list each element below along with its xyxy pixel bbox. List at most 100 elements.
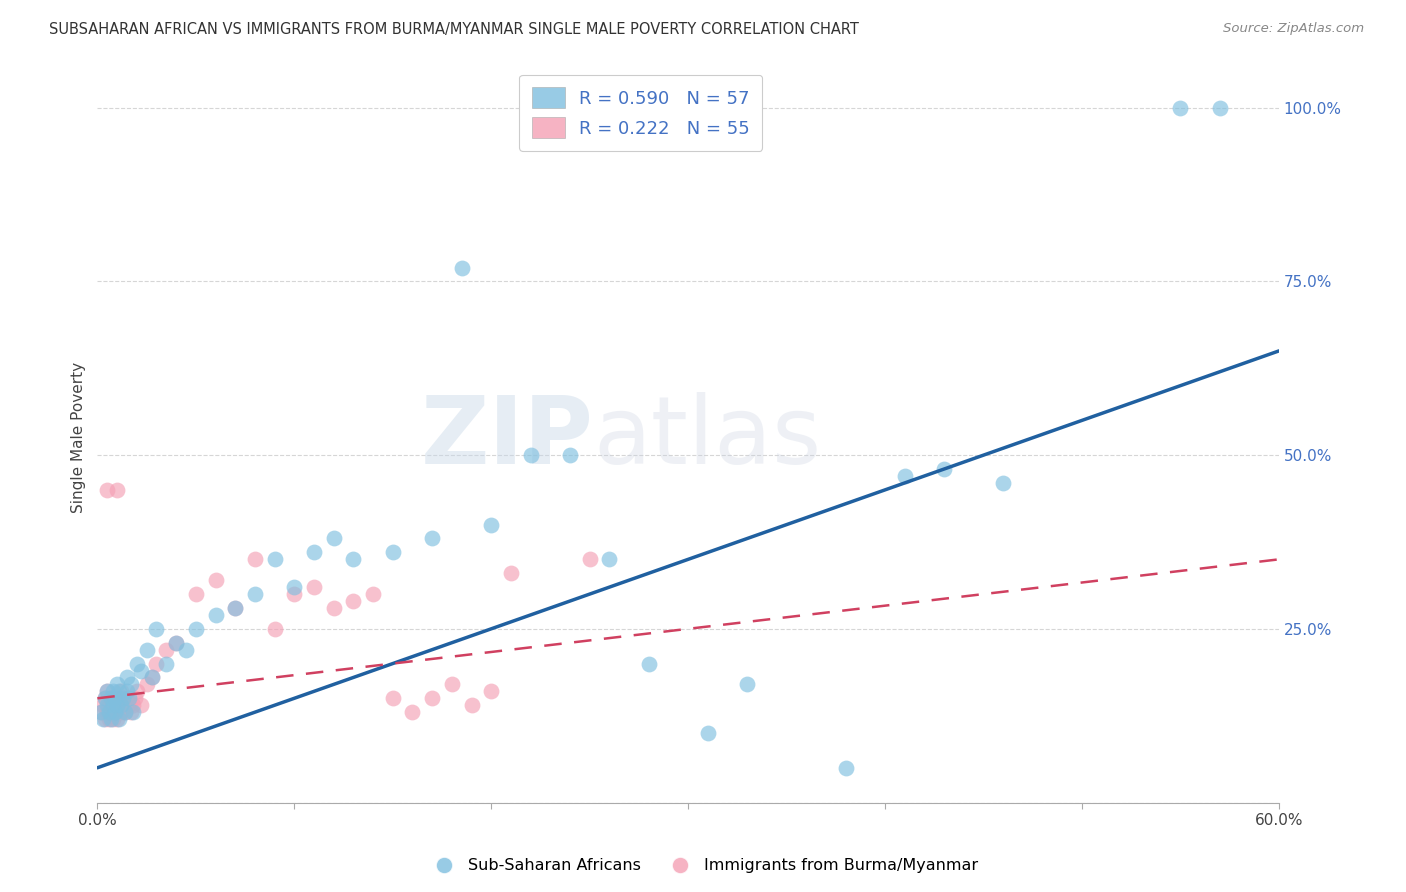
Point — [100, 705, 122, 719]
Text: SUBSAHARAN AFRICAN VS IMMIGRANTS FROM BURMA/MYANMAR SINGLE MALE POVERTY CORRELAT: SUBSAHARAN AFRICAN VS IMMIGRANTS FROM BU… — [49, 22, 859, 37]
Point — [696, 726, 718, 740]
Text: ZIP: ZIP — [420, 392, 593, 483]
Point — [118, 691, 141, 706]
Point — [120, 677, 142, 691]
Point — [381, 545, 404, 559]
Point — [460, 698, 482, 713]
Point — [637, 657, 659, 671]
Point — [283, 587, 305, 601]
Point — [184, 587, 207, 601]
Point — [302, 545, 325, 559]
Point — [135, 642, 157, 657]
Point — [108, 712, 131, 726]
Point — [96, 698, 118, 713]
Point — [129, 664, 152, 678]
Point — [110, 705, 132, 719]
Point — [94, 691, 117, 706]
Point — [111, 691, 134, 706]
Point — [342, 594, 364, 608]
Point — [104, 705, 127, 719]
Point — [114, 705, 136, 719]
Point — [108, 691, 131, 706]
Point — [108, 698, 131, 713]
Point — [135, 677, 157, 691]
Point — [96, 705, 118, 719]
Point — [165, 636, 187, 650]
Point — [145, 657, 167, 671]
Point — [96, 684, 118, 698]
Point — [381, 691, 404, 706]
Point — [479, 517, 502, 532]
Point — [735, 677, 758, 691]
Point — [105, 483, 128, 497]
Point — [322, 532, 344, 546]
Point — [104, 705, 127, 719]
Point — [105, 677, 128, 691]
Point — [155, 657, 177, 671]
Point — [98, 712, 121, 726]
Point — [174, 642, 197, 657]
Point — [894, 469, 917, 483]
Y-axis label: Single Male Poverty: Single Male Poverty — [72, 362, 86, 513]
Point — [114, 705, 136, 719]
Point — [145, 622, 167, 636]
Point — [558, 448, 581, 462]
Point — [420, 532, 443, 546]
Point — [108, 684, 131, 698]
Point — [115, 691, 138, 706]
Point — [450, 260, 472, 275]
Point — [105, 698, 128, 713]
Point — [401, 705, 423, 719]
Point — [578, 552, 600, 566]
Point — [110, 684, 132, 698]
Point — [1170, 101, 1192, 115]
Point — [100, 691, 122, 706]
Point — [111, 698, 134, 713]
Point — [141, 670, 163, 684]
Point — [934, 462, 956, 476]
Point — [322, 601, 344, 615]
Point — [124, 691, 146, 706]
Point — [101, 698, 124, 713]
Point — [141, 670, 163, 684]
Point — [105, 712, 128, 726]
Point — [479, 684, 502, 698]
Point — [598, 552, 620, 566]
Point — [834, 761, 856, 775]
Point — [121, 698, 143, 713]
Point — [155, 642, 177, 657]
Point — [440, 677, 463, 691]
Point — [204, 607, 226, 622]
Point — [125, 657, 148, 671]
Point — [243, 587, 266, 601]
Point — [361, 587, 384, 601]
Point — [121, 705, 143, 719]
Point — [165, 636, 187, 650]
Point — [104, 691, 127, 706]
Legend: Sub-Saharan Africans, Immigrants from Burma/Myanmar: Sub-Saharan Africans, Immigrants from Bu… — [422, 852, 984, 880]
Point — [263, 622, 285, 636]
Point — [91, 698, 114, 713]
Point — [105, 698, 128, 713]
Point — [111, 691, 134, 706]
Text: Source: ZipAtlas.com: Source: ZipAtlas.com — [1223, 22, 1364, 36]
Point — [94, 712, 117, 726]
Point — [118, 698, 141, 713]
Point — [129, 698, 152, 713]
Point — [90, 705, 112, 719]
Point — [91, 712, 114, 726]
Point — [342, 552, 364, 566]
Point — [302, 580, 325, 594]
Point — [94, 691, 117, 706]
Point — [993, 475, 1015, 490]
Point — [125, 684, 148, 698]
Point — [499, 566, 522, 581]
Point — [98, 705, 121, 719]
Point — [115, 684, 138, 698]
Point — [263, 552, 285, 566]
Legend: R = 0.590   N = 57, R = 0.222   N = 55: R = 0.590 N = 57, R = 0.222 N = 55 — [519, 75, 762, 151]
Point — [184, 622, 207, 636]
Point — [100, 712, 122, 726]
Point — [101, 698, 124, 713]
Point — [96, 684, 118, 698]
